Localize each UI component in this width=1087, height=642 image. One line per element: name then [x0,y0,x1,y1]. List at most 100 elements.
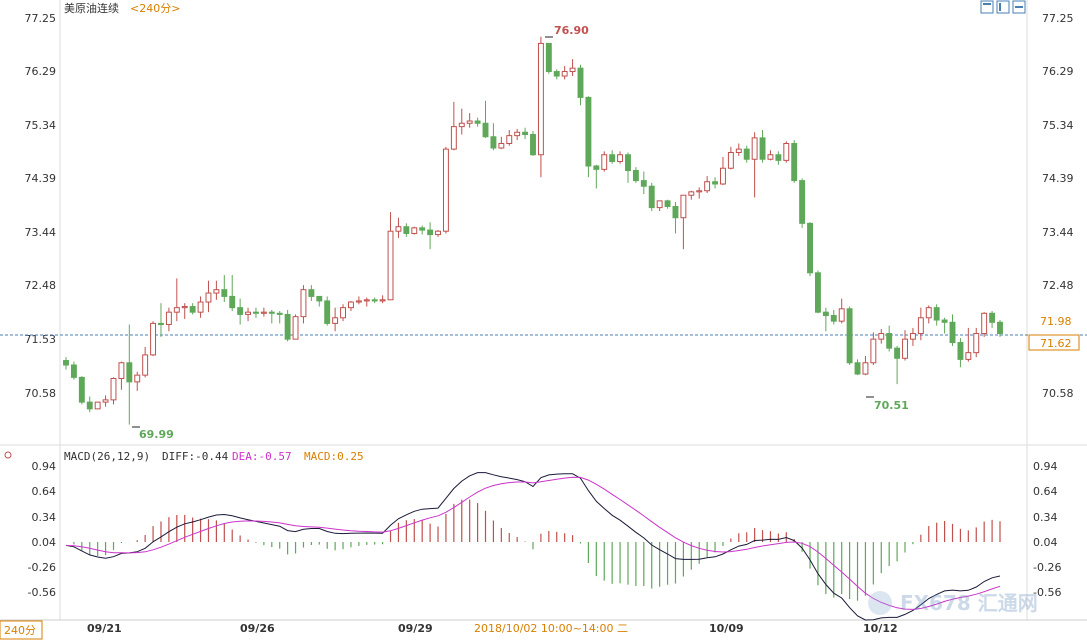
candlestick-series [63,36,1003,425]
price-tick: 77.25 [25,12,57,25]
candle-body [110,378,117,401]
candle-body [735,148,742,153]
candle-body [126,362,133,383]
candle-body [751,137,758,160]
candle-body [664,200,671,207]
candle-body [237,307,244,315]
candle-body [506,135,513,144]
macd-tick: 0.34 [32,511,57,524]
candle-body [712,181,719,185]
candle-body [158,322,164,326]
diff-line [65,472,1001,621]
macd-tick: 0.04 [32,536,57,549]
candle-body [530,134,536,156]
macd-tick: -0.26 [28,561,56,574]
candle-body [767,154,774,160]
candle-body [102,399,109,403]
candle-body [601,154,608,170]
candle-body [799,180,806,224]
candle-body [411,227,418,234]
low-annotation: 70.51 [874,399,909,412]
candle-body [474,120,481,124]
price-tick: 75.34 [25,119,57,132]
price-tick: 76.29 [25,65,57,78]
panel-b-icon-bar [999,3,1001,11]
macd-settings-icon[interactable] [4,451,12,459]
panel-b-icon[interactable] [996,0,1010,14]
candle-body [957,342,964,360]
candle-body [704,181,711,192]
candle-body [680,194,687,219]
candle-body [292,316,299,340]
date-label: 10/09 [709,622,744,635]
candle-body [134,374,141,383]
candle-body [435,230,441,236]
candle-body [253,311,259,314]
candle-body [625,154,631,171]
candle-body [466,120,473,124]
candle-body [324,300,331,324]
candle-body [609,154,616,162]
panel-c-icon-bar [1015,6,1023,8]
candle-body [150,322,157,356]
candle-body [640,180,647,187]
candle-body [332,317,339,324]
candle-body [886,333,893,349]
candle-body [632,169,639,182]
candle-body [229,295,236,309]
candle-body [973,333,980,354]
candle-body [553,71,560,77]
macd-tick: 0.34 [1033,511,1058,524]
candle-body [276,312,283,315]
candle-body [363,299,370,302]
candle-body [656,200,663,209]
candle-body [941,319,948,323]
candle-body [419,227,426,231]
candle-body [585,96,592,167]
candle-body [577,67,584,98]
candle-body [86,401,93,410]
candle-body [213,289,220,294]
macd-tick: -0.56 [28,586,56,599]
candle-body [347,301,354,309]
macd-value: MACD:0.25 [304,450,364,463]
candle-body [94,401,101,410]
candle-body [173,307,180,313]
toolbar [980,0,1026,14]
candle-body [78,376,85,403]
macd-tick: 0.64 [1033,485,1058,498]
candle-body [997,321,1003,335]
ref-price-tag: 71.62 [1040,337,1072,350]
candle-body [537,42,544,156]
candle-body [498,142,505,149]
candle-body [617,154,624,162]
candle-body [593,165,600,170]
candle-body [308,289,315,297]
period-label: <240分> [130,2,180,15]
candle-body [917,317,924,335]
period-button[interactable] [0,620,43,640]
candle-body [482,122,489,138]
macd-dea: DEA:-0.57 [232,450,292,463]
candle-body [205,292,212,303]
candle-body [569,67,576,73]
ref-price-box [1028,334,1080,351]
candle-body [981,312,988,335]
macd-tick: -0.56 [1033,586,1061,599]
last-price-tag: 71.98 [1040,315,1072,328]
price-tick: 75.34 [1042,119,1074,132]
panel-a-icon[interactable] [980,0,994,14]
macd-axis-left: 0.94 0.64 0.34 0.04 -0.26 -0.56 [28,460,56,599]
candle-body [909,333,916,340]
candle-body [260,311,267,314]
period-button-label: 240分 [4,624,36,637]
candle-body [450,126,457,150]
price-axis-left: 77.25 76.29 75.34 74.39 73.44 72.48 71.5… [25,12,57,400]
candle-body [933,307,940,321]
price-tick: 72.48 [1042,279,1074,292]
candle-body [814,272,821,313]
macd-tick: 0.94 [32,460,57,473]
candle-body [442,148,449,232]
candle-body [648,185,655,209]
